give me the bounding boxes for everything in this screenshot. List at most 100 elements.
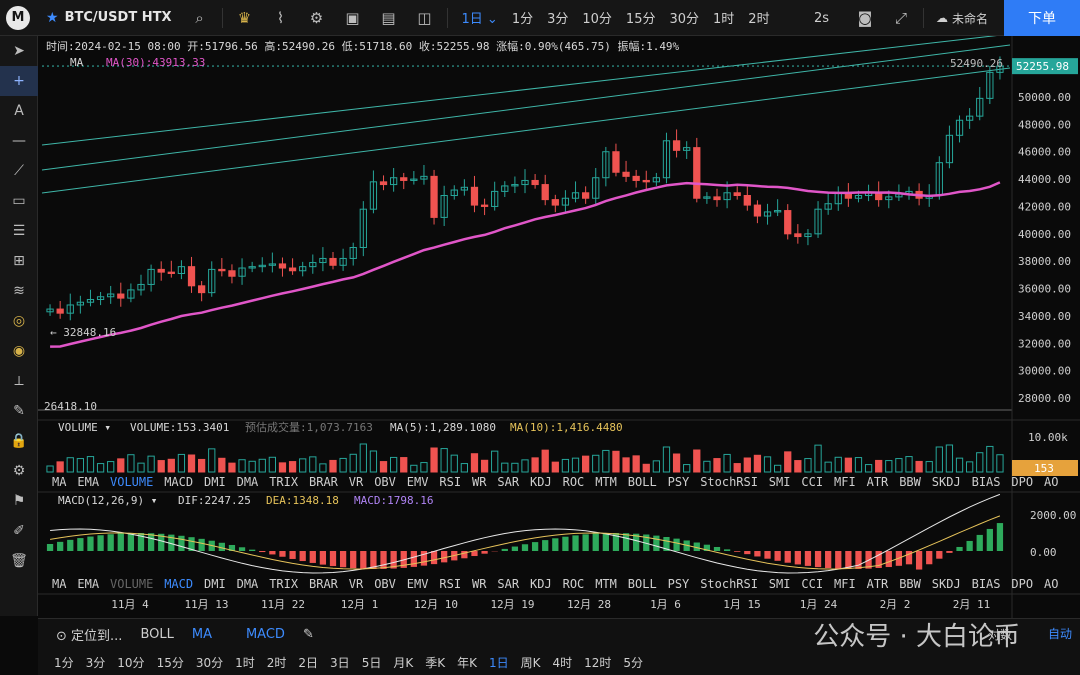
- macd-histogram-bar: [986, 528, 993, 551]
- auto-scale-toggle[interactable]: 自动: [1047, 627, 1072, 641]
- period-bar: 1分 3分 10分 15分 30分 1时 2时 2日 3日 5日 月K 季K 年K 1日 周K 4时 12时 5分: [38, 649, 1080, 675]
- layout-icon[interactable]: ◫: [417, 8, 432, 27]
- search-icon[interactable]: ⌕: [195, 8, 204, 27]
- rect-icon[interactable]: ▭: [12, 193, 26, 209]
- goto-button[interactable]: ⊙ 定位到...: [56, 628, 123, 644]
- indicator-tab: BRAR: [309, 475, 339, 489]
- camera-icon[interactable]: ◙: [857, 9, 873, 27]
- chart-settings-icon[interactable]: ⚙: [12, 463, 26, 479]
- symbol-selector[interactable]: ★ BTC/USDT HTX: [36, 10, 182, 26]
- pen-icon[interactable]: ✎: [13, 403, 25, 419]
- volume-bar: [642, 463, 650, 473]
- volume-bar: [470, 453, 479, 473]
- candle-body: [288, 267, 297, 272]
- volume-bar: [76, 458, 85, 473]
- calendar-icon[interactable]: ▤: [381, 8, 396, 27]
- edit-icon[interactable]: ✐: [13, 523, 25, 539]
- candle-body: [470, 186, 479, 206]
- period-option[interactable]: 3分: [85, 655, 106, 670]
- pattern-icon[interactable]: ◉: [12, 343, 26, 359]
- period-option[interactable]: 1分: [54, 655, 74, 670]
- boll-toggle[interactable]: BOLL: [140, 626, 174, 642]
- macd-dif: DIF:2247.25: [178, 494, 251, 507]
- text-icon[interactable]: A: [14, 103, 24, 119]
- period-option[interactable]: 1时: [235, 655, 255, 670]
- interval-tab[interactable]: 1时: [713, 12, 735, 27]
- channel-icon[interactable]: ☰: [12, 223, 26, 239]
- period-option[interactable]: 12时: [584, 655, 612, 670]
- gear-icon[interactable]: ⚙: [309, 8, 324, 27]
- cursor-icon[interactable]: ➤: [13, 43, 25, 59]
- order-button[interactable]: 下单: [1004, 0, 1080, 36]
- volume-bar: [652, 460, 661, 473]
- crosshair-icon[interactable]: +: [0, 66, 38, 96]
- interval-tab[interactable]: 10分: [582, 12, 612, 27]
- edit-indicators-icon[interactable]: ✎: [302, 626, 314, 642]
- indicator-tab: MA: [52, 577, 67, 591]
- interval-tab[interactable]: 2时: [748, 12, 770, 27]
- volume-bar: [743, 457, 751, 473]
- period-option[interactable]: 30分: [195, 655, 224, 670]
- candle-body: [450, 189, 458, 197]
- lock-icon[interactable]: 🔒: [10, 433, 28, 449]
- volume-bar: [147, 455, 155, 473]
- macd-dea: DEA:1348.18: [266, 494, 339, 507]
- ruler-icon[interactable]: ⟂: [14, 373, 24, 389]
- hline-icon[interactable]: —: [12, 133, 26, 149]
- period-option[interactable]: 10分: [117, 655, 145, 670]
- fib-icon[interactable]: ◎: [12, 313, 26, 329]
- fullscreen-icon[interactable]: ⤢: [894, 9, 907, 27]
- period-option[interactable]: 3日: [330, 655, 350, 670]
- volume-bar: [56, 461, 64, 473]
- cloud-icon[interactable]: ☁: [935, 11, 948, 25]
- interval-tab[interactable]: 30分: [669, 12, 700, 27]
- period-option[interactable]: 15分: [156, 655, 184, 670]
- period-option[interactable]: 4时: [552, 655, 573, 670]
- indicator-tab: PSY: [668, 577, 690, 591]
- macd-histogram-bar: [602, 533, 609, 551]
- trash-icon[interactable]: 🗑: [10, 553, 28, 569]
- grid-icon[interactable]: ⊞: [13, 253, 25, 269]
- period-option[interactable]: 周K: [520, 655, 541, 670]
- refresh-rate[interactable]: 2s: [813, 10, 829, 26]
- period-option[interactable]: 5分: [623, 655, 644, 670]
- volume-bar: [450, 454, 458, 473]
- symbol-name[interactable]: BTC/USDT HTX: [64, 10, 172, 25]
- period-option[interactable]: 2时: [266, 655, 287, 670]
- template-icon[interactable]: ▣: [345, 8, 360, 27]
- star-icon[interactable]: ★: [46, 9, 59, 26]
- period-option[interactable]: 1日: [488, 655, 509, 670]
- period-option[interactable]: 2日: [298, 655, 319, 670]
- period-option[interactable]: 月K: [393, 655, 414, 670]
- period-option[interactable]: 5日: [361, 655, 382, 670]
- channel-line: [41, 67, 1011, 194]
- macd-axis-zero: 0.00: [1030, 546, 1057, 559]
- interval-tab[interactable]: 3分: [547, 12, 569, 27]
- indicator-icon[interactable]: ⌇: [276, 8, 285, 27]
- trend-icon[interactable]: ⟋: [14, 163, 24, 179]
- app-logo[interactable]: M: [0, 0, 36, 36]
- volume-bar: [501, 462, 509, 473]
- interval-tab[interactable]: 1日 ⌄: [461, 12, 498, 27]
- volume-bar: [672, 453, 681, 473]
- volume-bar: [753, 454, 762, 473]
- macd-histogram-bar: [693, 542, 700, 551]
- period-option[interactable]: 季K: [425, 655, 446, 670]
- bookmark-icon[interactable]: ⚑: [12, 493, 26, 509]
- interval-tab[interactable]: 1分: [511, 12, 534, 27]
- macd-histogram-bar: [653, 535, 660, 551]
- crown-icon[interactable]: ♛: [237, 8, 252, 27]
- price-tick-label: 28000.00: [1018, 392, 1071, 405]
- macd-toggle[interactable]: MACD: [245, 626, 285, 642]
- wave-icon[interactable]: ≋: [13, 283, 25, 299]
- interval-tab[interactable]: 15分: [625, 12, 656, 27]
- log-toggle[interactable]: 对数: [987, 628, 1012, 642]
- ma-toggle[interactable]: MA: [191, 626, 212, 642]
- period-option[interactable]: 年K: [457, 655, 477, 670]
- indicator-tab: VOLUME: [110, 577, 153, 591]
- volume-bar: [592, 454, 600, 473]
- volume-bar: [369, 450, 378, 473]
- layout-name[interactable]: 未命名: [951, 11, 988, 26]
- macd-histogram-bar: [734, 551, 741, 552]
